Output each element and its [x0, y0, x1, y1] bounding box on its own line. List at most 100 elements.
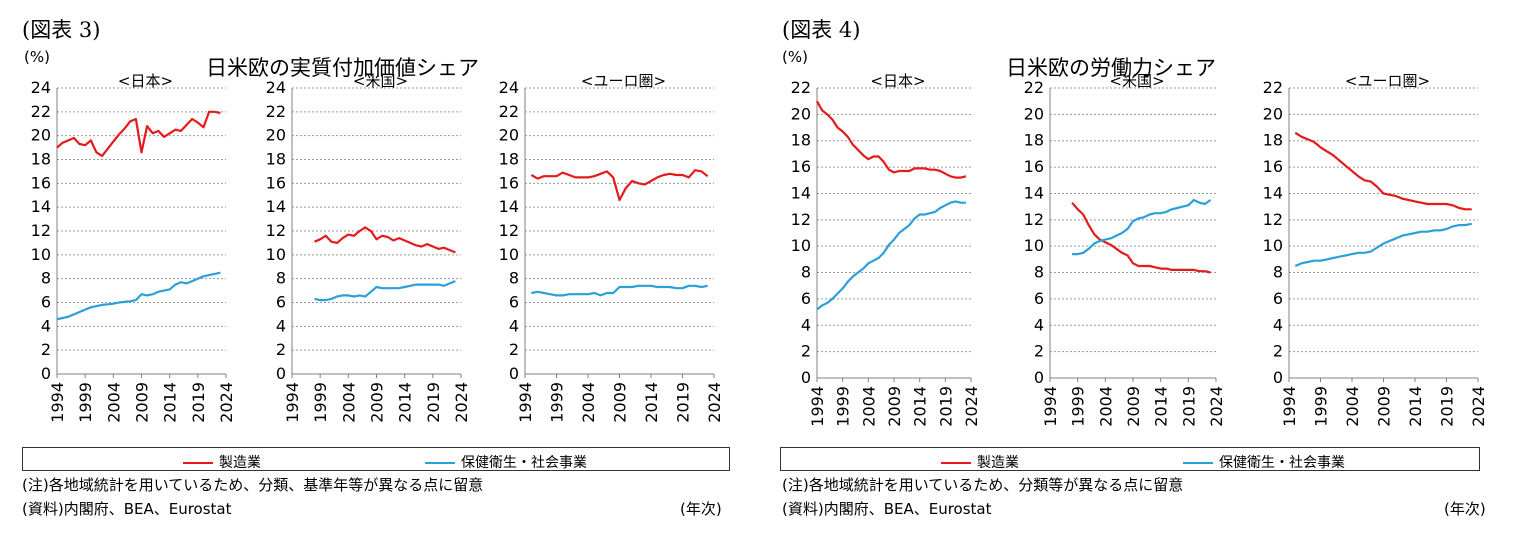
y-tick-label: 4	[509, 316, 519, 335]
x-tick-label: 1999	[834, 386, 853, 427]
y-tick-label: 4	[276, 316, 286, 335]
y-tick-label: 0	[41, 364, 51, 383]
x-tick-label: 1994	[1041, 386, 1060, 427]
x-tick-label: 2014	[396, 382, 415, 423]
x-tick-label: 2019	[189, 382, 208, 423]
y-tick-label: 14	[31, 197, 51, 216]
panel-label-eurozone: <ユーロ圏>	[581, 72, 666, 90]
x-tick-label: 2024	[217, 382, 236, 423]
x-tick-label: 1994	[808, 386, 827, 427]
x-tick-label: 2004	[339, 382, 358, 423]
figure-3-source: (資料)内閣府、BEA、Eurostat	[22, 500, 232, 518]
y-tick-label: 18	[499, 150, 519, 169]
y-tick-label: 20	[499, 126, 519, 145]
y-tick-label: 2	[509, 340, 519, 359]
y-tick-label: 4	[1034, 315, 1044, 334]
figure-3-label: (図表 3)	[22, 18, 101, 42]
figure-4-note: (注)各地域統計を用いているため、分類等が異なる点に留意	[782, 476, 1184, 494]
y-tick-label: 12	[1024, 210, 1044, 229]
y-tick-label: 22	[266, 102, 286, 121]
y-tick-label: 8	[1034, 263, 1044, 282]
y-tick-label: 24	[499, 78, 519, 97]
series-line-health-us	[1072, 198, 1212, 256]
y-tick-label: 6	[509, 293, 519, 312]
series-line-health-eurozone	[531, 284, 708, 297]
figure-3-legend: 製造業 保健衛生・社会事業	[22, 447, 730, 471]
panel-label-japan: <日本>	[870, 72, 925, 90]
y-tick-label: 22	[31, 102, 51, 121]
x-tick-label: 2009	[885, 386, 904, 427]
figure-4-unit-label: (%)	[782, 48, 808, 66]
y-tick-label: 22	[791, 78, 811, 97]
y-tick-label: 2	[1034, 342, 1044, 361]
panel-eurozone: 0 2 4 6 8 10 12 14 16 18 20 22 1994 1999 2004 2009 2014 2…	[1263, 72, 1488, 427]
x-tick-label: 1994	[516, 382, 535, 423]
x-tick-label: 2024	[452, 382, 471, 423]
x-tick-label: 2004	[579, 382, 598, 423]
x-tick-label: 2024	[1207, 386, 1226, 427]
y-tick-label: 8	[276, 269, 286, 288]
x-tick-label: 1999	[1312, 386, 1331, 427]
x-tick-label: 2019	[424, 382, 443, 423]
y-tick-label: 0	[1034, 368, 1044, 387]
x-tick-label: 2019	[936, 386, 955, 427]
figure-3-year-unit: (年次)	[680, 500, 722, 518]
x-tick-label: 2009	[1375, 386, 1394, 427]
x-tick-label: 2014	[1152, 386, 1171, 427]
y-tick-label: 6	[41, 293, 51, 312]
y-tick-label: 14	[266, 197, 286, 216]
y-tick-label: 2	[1273, 342, 1283, 361]
x-tick-label: 2024	[705, 382, 724, 423]
y-tick-label: 14	[791, 183, 811, 202]
y-tick-label: 6	[801, 289, 811, 308]
y-tick-label: 12	[1263, 210, 1283, 229]
y-tick-label: 12	[31, 221, 51, 240]
y-tick-label: 8	[1273, 263, 1283, 282]
y-tick-label: 4	[1273, 315, 1283, 334]
x-tick-label: 1999	[311, 382, 330, 423]
figure-4-title: 日米欧の労働力シェア	[1006, 56, 1216, 80]
x-tick-label: 2004	[1096, 386, 1115, 427]
x-tick-label: 2004	[104, 382, 123, 423]
legend-item-manufacturing: 製造業	[941, 452, 1019, 472]
y-tick-label: 18	[1024, 131, 1044, 150]
x-tick-label: 2014	[911, 386, 930, 427]
y-tick-label: 20	[791, 104, 811, 123]
y-tick-label: 20	[266, 126, 286, 145]
legend-label-manufacturing: 製造業	[977, 455, 1019, 471]
panel-label-japan: <日本>	[118, 72, 173, 90]
legend-swatch-manufacturing	[183, 462, 213, 464]
legend-item-manufacturing: 製造業	[183, 452, 261, 472]
series-line-manufacturing-japan	[56, 110, 221, 158]
y-tick-label: 6	[276, 293, 286, 312]
y-tick-label: 16	[791, 157, 811, 176]
y-tick-label: 12	[791, 210, 811, 229]
y-tick-label: 6	[1273, 289, 1283, 308]
y-tick-label: 24	[31, 78, 51, 97]
panel-label-eurozone: <ユーロ圏>	[1345, 72, 1430, 90]
series-line-health-japan	[816, 200, 966, 311]
series-line-manufacturing-eurozone	[1294, 131, 1472, 211]
y-tick-label: 22	[499, 102, 519, 121]
y-tick-label: 16	[499, 173, 519, 192]
y-tick-label: 22	[1263, 78, 1283, 97]
y-tick-label: 0	[509, 364, 519, 383]
y-tick-label: 24	[266, 78, 286, 97]
y-tick-label: 18	[31, 150, 51, 169]
y-tick-label: 18	[791, 131, 811, 150]
figure-3-note: (注)各地域統計を用いているため、分類、基準年等が異なる点に留意	[22, 476, 484, 494]
x-tick-label: 2019	[674, 382, 693, 423]
y-tick-label: 14	[499, 197, 519, 216]
x-tick-label: 2014	[642, 382, 661, 423]
x-tick-label: 1994	[283, 382, 302, 423]
x-tick-label: 2019	[1179, 386, 1198, 427]
figure-3-title: 日米欧の実質付加価値シェア	[206, 56, 479, 80]
y-tick-label: 20	[1263, 104, 1283, 123]
legend-label-health: 保健衛生・社会事業	[1219, 455, 1345, 471]
y-tick-label: 10	[499, 245, 519, 264]
y-tick-label: 8	[509, 269, 519, 288]
series-line-manufacturing-eurozone	[530, 169, 709, 202]
legend-swatch-manufacturing	[941, 462, 971, 464]
